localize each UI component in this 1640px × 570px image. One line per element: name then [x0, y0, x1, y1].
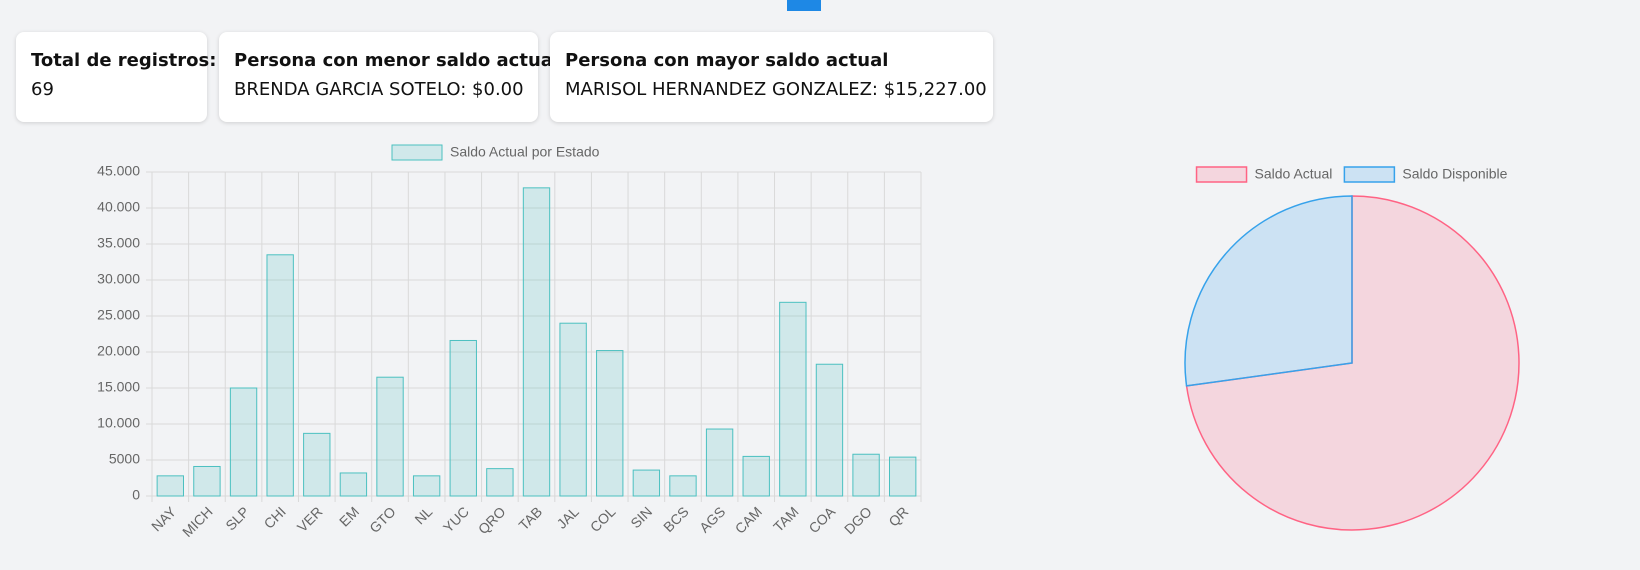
bar [705, 428, 734, 497]
x-tick-label: DGO [841, 503, 875, 537]
legend-swatch [1343, 166, 1396, 183]
x-tick-label: SIN [627, 503, 655, 531]
x-tick-label: TAB [515, 503, 545, 533]
card: Persona con menor saldo actual BRENDA GA… [219, 32, 560, 122]
x-tick-label: EM [336, 503, 362, 529]
legend-swatch [391, 144, 443, 161]
x-tick-label: GTO [366, 503, 399, 536]
y-tick-label: 25.000 [97, 307, 140, 323]
x-tick-label: VER [294, 503, 326, 535]
pie-slice [1184, 195, 1353, 387]
x-tick-label: COA [805, 503, 838, 536]
bar [815, 363, 844, 497]
legend-label: Saldo Actual [1255, 166, 1333, 182]
bar [852, 453, 880, 497]
bar [669, 475, 697, 497]
x-tick-label: JAL [553, 503, 582, 532]
x-tick-label: CHI [261, 503, 289, 531]
x-tick-label: BCS [660, 503, 692, 535]
bar [742, 455, 770, 497]
y-tick-label: 35.000 [97, 235, 140, 251]
bar [303, 432, 331, 497]
card: Persona con mayor saldo actual MARISOL H… [550, 32, 993, 122]
x-tick-label: QRO [475, 503, 509, 537]
y-tick-label: 0 [132, 487, 140, 503]
y-tick-label: 15.000 [97, 379, 140, 395]
card-title: Persona con menor saldo actual [234, 50, 560, 71]
x-tick-label: TAM [770, 503, 801, 534]
bar [193, 465, 221, 497]
bar [486, 468, 514, 497]
bar [412, 475, 441, 497]
bar [156, 475, 184, 497]
x-tick-label: COL [587, 503, 619, 535]
x-tick-label: NAY [148, 503, 179, 534]
x-tick-label: AGS [696, 503, 728, 535]
card-value: 69 [31, 79, 54, 100]
bar [522, 187, 551, 497]
card-title: Persona con mayor saldo actual [565, 50, 889, 71]
bar [266, 254, 294, 497]
x-tick-label: YUC [440, 503, 472, 535]
card-value: MARISOL HERNANDEZ GONZALEZ: $15,227.00 [565, 79, 987, 100]
bar [779, 301, 807, 497]
bar [339, 472, 368, 497]
pie-slice [1185, 195, 1520, 531]
bar [632, 469, 661, 497]
x-tick-label: NL [411, 503, 435, 527]
x-tick-label: CAM [732, 503, 765, 536]
y-tick-label: 5000 [109, 451, 140, 467]
y-tick-label: 20.000 [97, 343, 140, 359]
legend-swatch [1195, 166, 1248, 183]
legend-label: Saldo Disponible [1402, 166, 1507, 182]
bar [229, 387, 258, 497]
card-title: Total de registros: [31, 50, 217, 71]
y-tick-label: 45.000 [97, 163, 140, 179]
bar [376, 376, 404, 497]
bar [559, 322, 587, 497]
x-tick-label: QR [885, 503, 911, 529]
bar [889, 456, 917, 497]
y-tick-label: 10.000 [97, 415, 140, 431]
legend-label: Saldo Actual por Estado [450, 144, 600, 160]
y-tick-label: 40.000 [97, 199, 140, 215]
card-value: BRENDA GARCIA SOTELO: $0.00 [234, 79, 524, 100]
x-tick-label: SLP [222, 503, 252, 533]
x-tick-label: MICH [179, 503, 216, 540]
card: Total de registros: 69 [16, 32, 217, 122]
top-button[interactable] [787, 0, 821, 11]
y-tick-label: 30.000 [97, 271, 140, 287]
bar [449, 339, 477, 497]
bar [596, 350, 624, 497]
